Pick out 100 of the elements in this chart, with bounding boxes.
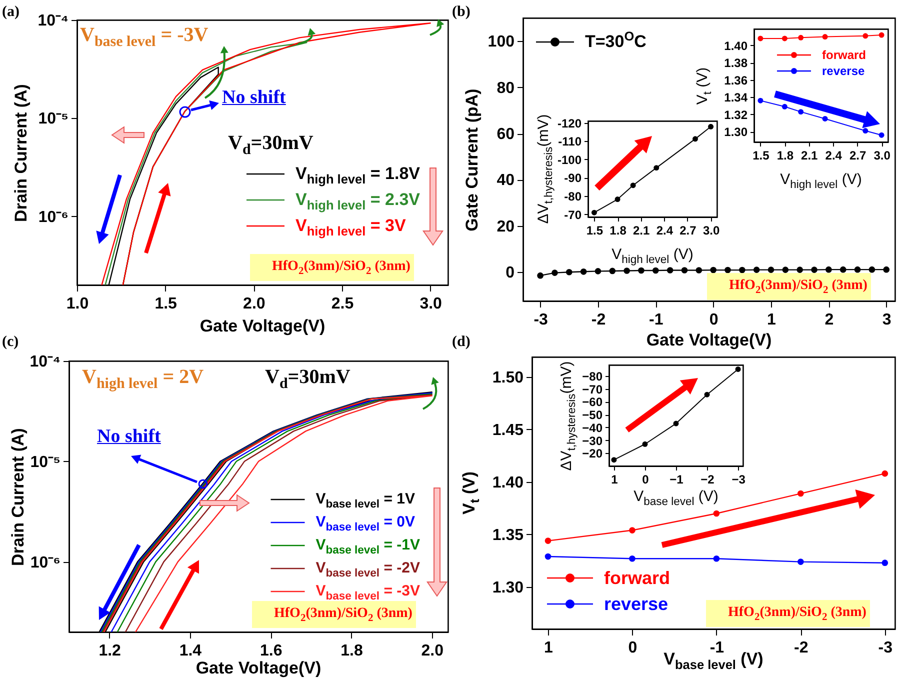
point [798, 109, 804, 115]
y-tick-label: 1.36 [724, 73, 748, 88]
y-tick-label: 60 [496, 126, 515, 144]
x-axis-title: V$_{base level}$ (V) [634, 488, 718, 508]
y-tick-label: −30 [582, 434, 603, 448]
point [544, 553, 552, 560]
x-axis-title: V$_{high level}$ (V) [612, 246, 694, 266]
y-axis-title: Drain Current (A) [8, 428, 28, 566]
legend-label: V$_{high level}$ = 1.8V [295, 164, 420, 187]
x-tick-label: 0 [709, 312, 718, 328]
point [652, 267, 659, 274]
y-tick-label: 100 [488, 34, 515, 51]
x-tick-label: 3.0 [420, 296, 442, 312]
y-tick-label: 1.32 [724, 108, 748, 122]
text: (a) [2, 4, 20, 20]
point [811, 266, 818, 273]
x-tick-label: 1.2 [98, 642, 122, 660]
point [642, 441, 648, 447]
point [798, 34, 804, 40]
legend-label: V$_{base level}$ = -1V [316, 536, 420, 557]
point [713, 510, 720, 517]
point [611, 457, 617, 463]
y-tick-label: 1.40 [492, 474, 524, 492]
legend-label: V$_{high level}$ = 2.3V [295, 190, 420, 213]
x-tick-label: 2.5 [331, 296, 354, 312]
x-tick-label: 2.1 [633, 224, 650, 238]
point [826, 266, 832, 273]
y-tick-label: 1.50 [492, 369, 524, 386]
point [854, 266, 861, 273]
point [758, 36, 764, 42]
x-tick-label: 1.8 [776, 148, 794, 162]
legend-label: V$_{base level}$ = -3V [316, 582, 420, 603]
x-tick-label: -2 [591, 312, 606, 328]
x-tick-label: 2.4 [656, 224, 674, 238]
y-tick-label: 1.38 [724, 56, 748, 70]
point [796, 266, 803, 273]
point [862, 128, 868, 134]
x-axis-title: Gate Voltage(V) [646, 330, 772, 350]
x-axis-title: Gate Voltage(V) [196, 658, 322, 678]
x-tick-label: 1.0 [66, 296, 89, 312]
y-tick-label: 40 [496, 172, 515, 190]
point [753, 266, 760, 273]
y-tick-label: 10⁻⁵ [30, 454, 60, 471]
x-tick-label: −3 [732, 472, 746, 486]
x-tick-label: 1 [767, 312, 776, 328]
point [758, 98, 764, 104]
y-tick-label: 80 [496, 80, 515, 97]
x-tick-label: 2.7 [680, 224, 697, 238]
point [704, 392, 710, 398]
point [710, 266, 716, 274]
y-tick-label: -120 [557, 116, 582, 130]
point [878, 132, 884, 138]
x-tick-label: 1 [611, 472, 618, 486]
y-tick-label: -110 [558, 134, 582, 149]
point [638, 267, 644, 274]
annotation: HfO$_{2}$(3nm)/SiO$_{2}$ (3nm) [707, 273, 872, 300]
point [566, 268, 572, 276]
legend-label: T=30$^{O}$C [585, 28, 646, 52]
point [882, 470, 888, 477]
point [696, 267, 702, 274]
y-tick-label: -80 [564, 189, 582, 204]
y-tick-label: 1.35 [492, 526, 524, 544]
text: (c) [2, 334, 19, 350]
point [883, 266, 890, 273]
legend-label: reverse [604, 594, 668, 614]
legend-label: V$_{base level}$ = -2V [316, 560, 420, 580]
y-tick-label: 1.40 [724, 38, 748, 53]
point [594, 268, 602, 274]
x-tick-label: 2.0 [421, 642, 444, 660]
y-tick-label: 1.45 [492, 422, 524, 439]
x-tick-label: 3.0 [874, 148, 891, 162]
y-tick-label: 20 [496, 218, 515, 236]
x-tick-label: -3 [878, 640, 893, 656]
annotation: V$_{high level}$ = 2V [82, 366, 204, 392]
x-tick-label: −2 [700, 472, 715, 486]
point [735, 366, 741, 372]
x-axis-title: Gate Voltage(V) [200, 316, 326, 336]
annotation: V$_{d}$=30mV [228, 132, 314, 158]
y-tick-label: −70 [582, 382, 603, 396]
legend-label: V$_{base level}$ = 0V [316, 514, 416, 534]
x-tick-label: 2.4 [825, 148, 842, 162]
y-tick-label: −80 [582, 369, 603, 384]
point [713, 555, 720, 562]
text: (b) [452, 4, 470, 20]
x-tick-label: 3 [882, 312, 892, 328]
annotation: V$_{d}$=30mV [265, 366, 350, 392]
y-tick-label: 10⁻⁵ [38, 110, 68, 128]
point [629, 555, 636, 562]
point [782, 266, 789, 273]
point [580, 268, 587, 275]
point [878, 32, 884, 38]
point [666, 267, 674, 274]
legend-label: V$_{high level}$ = 3V [295, 216, 406, 239]
y-tick-label: −20 [582, 446, 603, 461]
point [798, 490, 804, 497]
point [673, 420, 679, 426]
x-tick-label: 1.4 [179, 642, 202, 660]
legend-label: reverse [822, 64, 865, 78]
point [708, 124, 714, 130]
x-tick-label: 3.0 [702, 224, 720, 238]
